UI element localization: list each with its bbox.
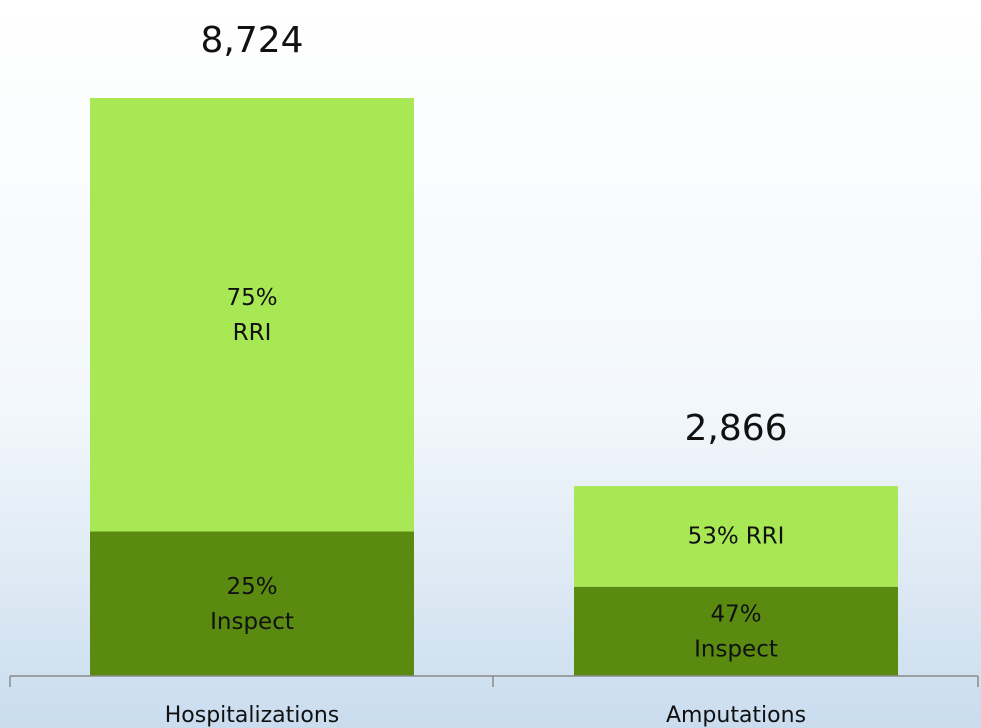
segment-value: 53% [688,523,739,549]
segment-value: 25% [226,573,277,599]
segment-name: Inspect [694,636,778,662]
bar-segment [574,486,898,587]
segment-value: 75% [226,284,277,310]
segment-name: RRI [746,523,785,549]
x-tick-label: Hospitalizations [165,703,340,728]
segment-name: Inspect [210,608,294,634]
segment-label: 47% Inspect [694,601,778,662]
bar-segment [574,586,898,676]
segment-label: 25% Inspect [210,573,294,634]
plot: 25% Inspect 75% RRI 8,724 Hospitalizations 47%… [90,20,898,728]
total-label: 2,866 [684,408,787,449]
segment-label: 53% RRI [688,523,785,549]
bar-segment [90,98,414,532]
x-tick-label: Amputations [666,703,806,728]
segment-value: 47% [710,601,761,627]
bar-segment [90,531,414,676]
segment-name: RRI [233,319,272,345]
segment-label: 75% RRI [226,284,277,345]
total-label: 8,724 [200,20,303,61]
